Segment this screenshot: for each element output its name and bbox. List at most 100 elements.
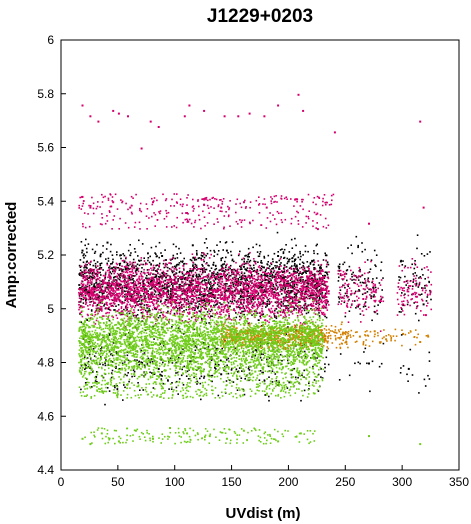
data-point [112, 270, 114, 273]
data-point [78, 288, 80, 290]
data-point [85, 301, 88, 304]
data-point [224, 339, 226, 342]
data-point [200, 267, 203, 270]
data-point [307, 281, 309, 284]
data-point [167, 310, 169, 313]
data-point [162, 280, 165, 283]
data-point [279, 249, 282, 251]
data-point [93, 283, 96, 285]
data-point [308, 265, 310, 267]
data-point [428, 378, 431, 380]
data-point [245, 283, 247, 285]
data-point [123, 384, 125, 386]
data-point [287, 309, 289, 311]
data-point [92, 300, 94, 303]
data-point [280, 265, 282, 267]
data-point [270, 271, 272, 274]
data-point [307, 286, 309, 288]
data-point [370, 288, 372, 291]
data-point [319, 276, 321, 279]
data-point [160, 378, 163, 380]
data-point [103, 280, 105, 283]
data-point [291, 257, 293, 260]
data-point [126, 271, 129, 274]
data-point [293, 283, 296, 286]
data-point [159, 301, 162, 303]
data-point [339, 293, 342, 296]
data-point [263, 289, 266, 291]
data-point [136, 297, 138, 300]
data-point [323, 280, 325, 282]
data-point [297, 93, 300, 96]
data-point [197, 280, 200, 282]
data-point [418, 319, 420, 322]
data-point [283, 248, 286, 251]
data-point [174, 265, 176, 268]
data-point [188, 272, 190, 275]
data-point [130, 293, 133, 295]
data-point [295, 277, 298, 279]
data-point [154, 276, 156, 278]
data-point [374, 291, 376, 293]
data-point [78, 297, 81, 299]
data-point [156, 288, 158, 291]
data-point [187, 290, 189, 292]
data-point [96, 381, 98, 383]
data-point [150, 358, 153, 360]
data-point [263, 297, 265, 300]
data-point [198, 297, 200, 300]
data-point [213, 249, 215, 252]
data-point [253, 310, 256, 312]
data-point [180, 306, 182, 308]
data-point [212, 274, 214, 276]
data-point [103, 289, 105, 292]
data-point [300, 276, 302, 278]
data-point [272, 267, 275, 269]
data-point [303, 283, 306, 285]
data-point [187, 321, 189, 324]
data-point [290, 373, 293, 376]
data-point [107, 257, 110, 260]
data-point [192, 273, 195, 276]
data-point [177, 280, 179, 282]
data-point [412, 281, 414, 283]
data-point [262, 279, 265, 282]
data-point [118, 299, 121, 301]
data-point [186, 365, 189, 368]
data-point [369, 268, 372, 270]
data-point [271, 282, 274, 284]
data-point [229, 318, 231, 320]
data-point [163, 286, 166, 289]
data-point [143, 268, 145, 271]
data-point [217, 250, 220, 252]
data-point [158, 286, 161, 288]
data-point [240, 301, 242, 304]
data-point [200, 273, 203, 276]
data-point [148, 309, 150, 312]
data-point [135, 268, 138, 270]
data-point [216, 277, 219, 280]
data-point [82, 261, 85, 264]
data-point [301, 287, 303, 289]
data-point [136, 268, 139, 271]
data-point [228, 316, 230, 319]
data-point [219, 272, 221, 275]
data-point [234, 319, 236, 321]
data-point [413, 302, 415, 304]
data-point [234, 278, 237, 280]
data-point [186, 283, 189, 285]
data-point [159, 343, 161, 345]
data-point [150, 301, 152, 303]
data-point [183, 301, 186, 303]
data-point [310, 272, 313, 275]
data-point [295, 275, 298, 277]
data-point [294, 237, 296, 240]
data-point [122, 268, 124, 271]
data-point [190, 272, 193, 274]
data-point [320, 267, 322, 269]
data-point [96, 261, 99, 263]
data-point [198, 273, 200, 276]
data-point [121, 285, 123, 287]
data-point [305, 312, 308, 315]
data-point [112, 258, 114, 261]
